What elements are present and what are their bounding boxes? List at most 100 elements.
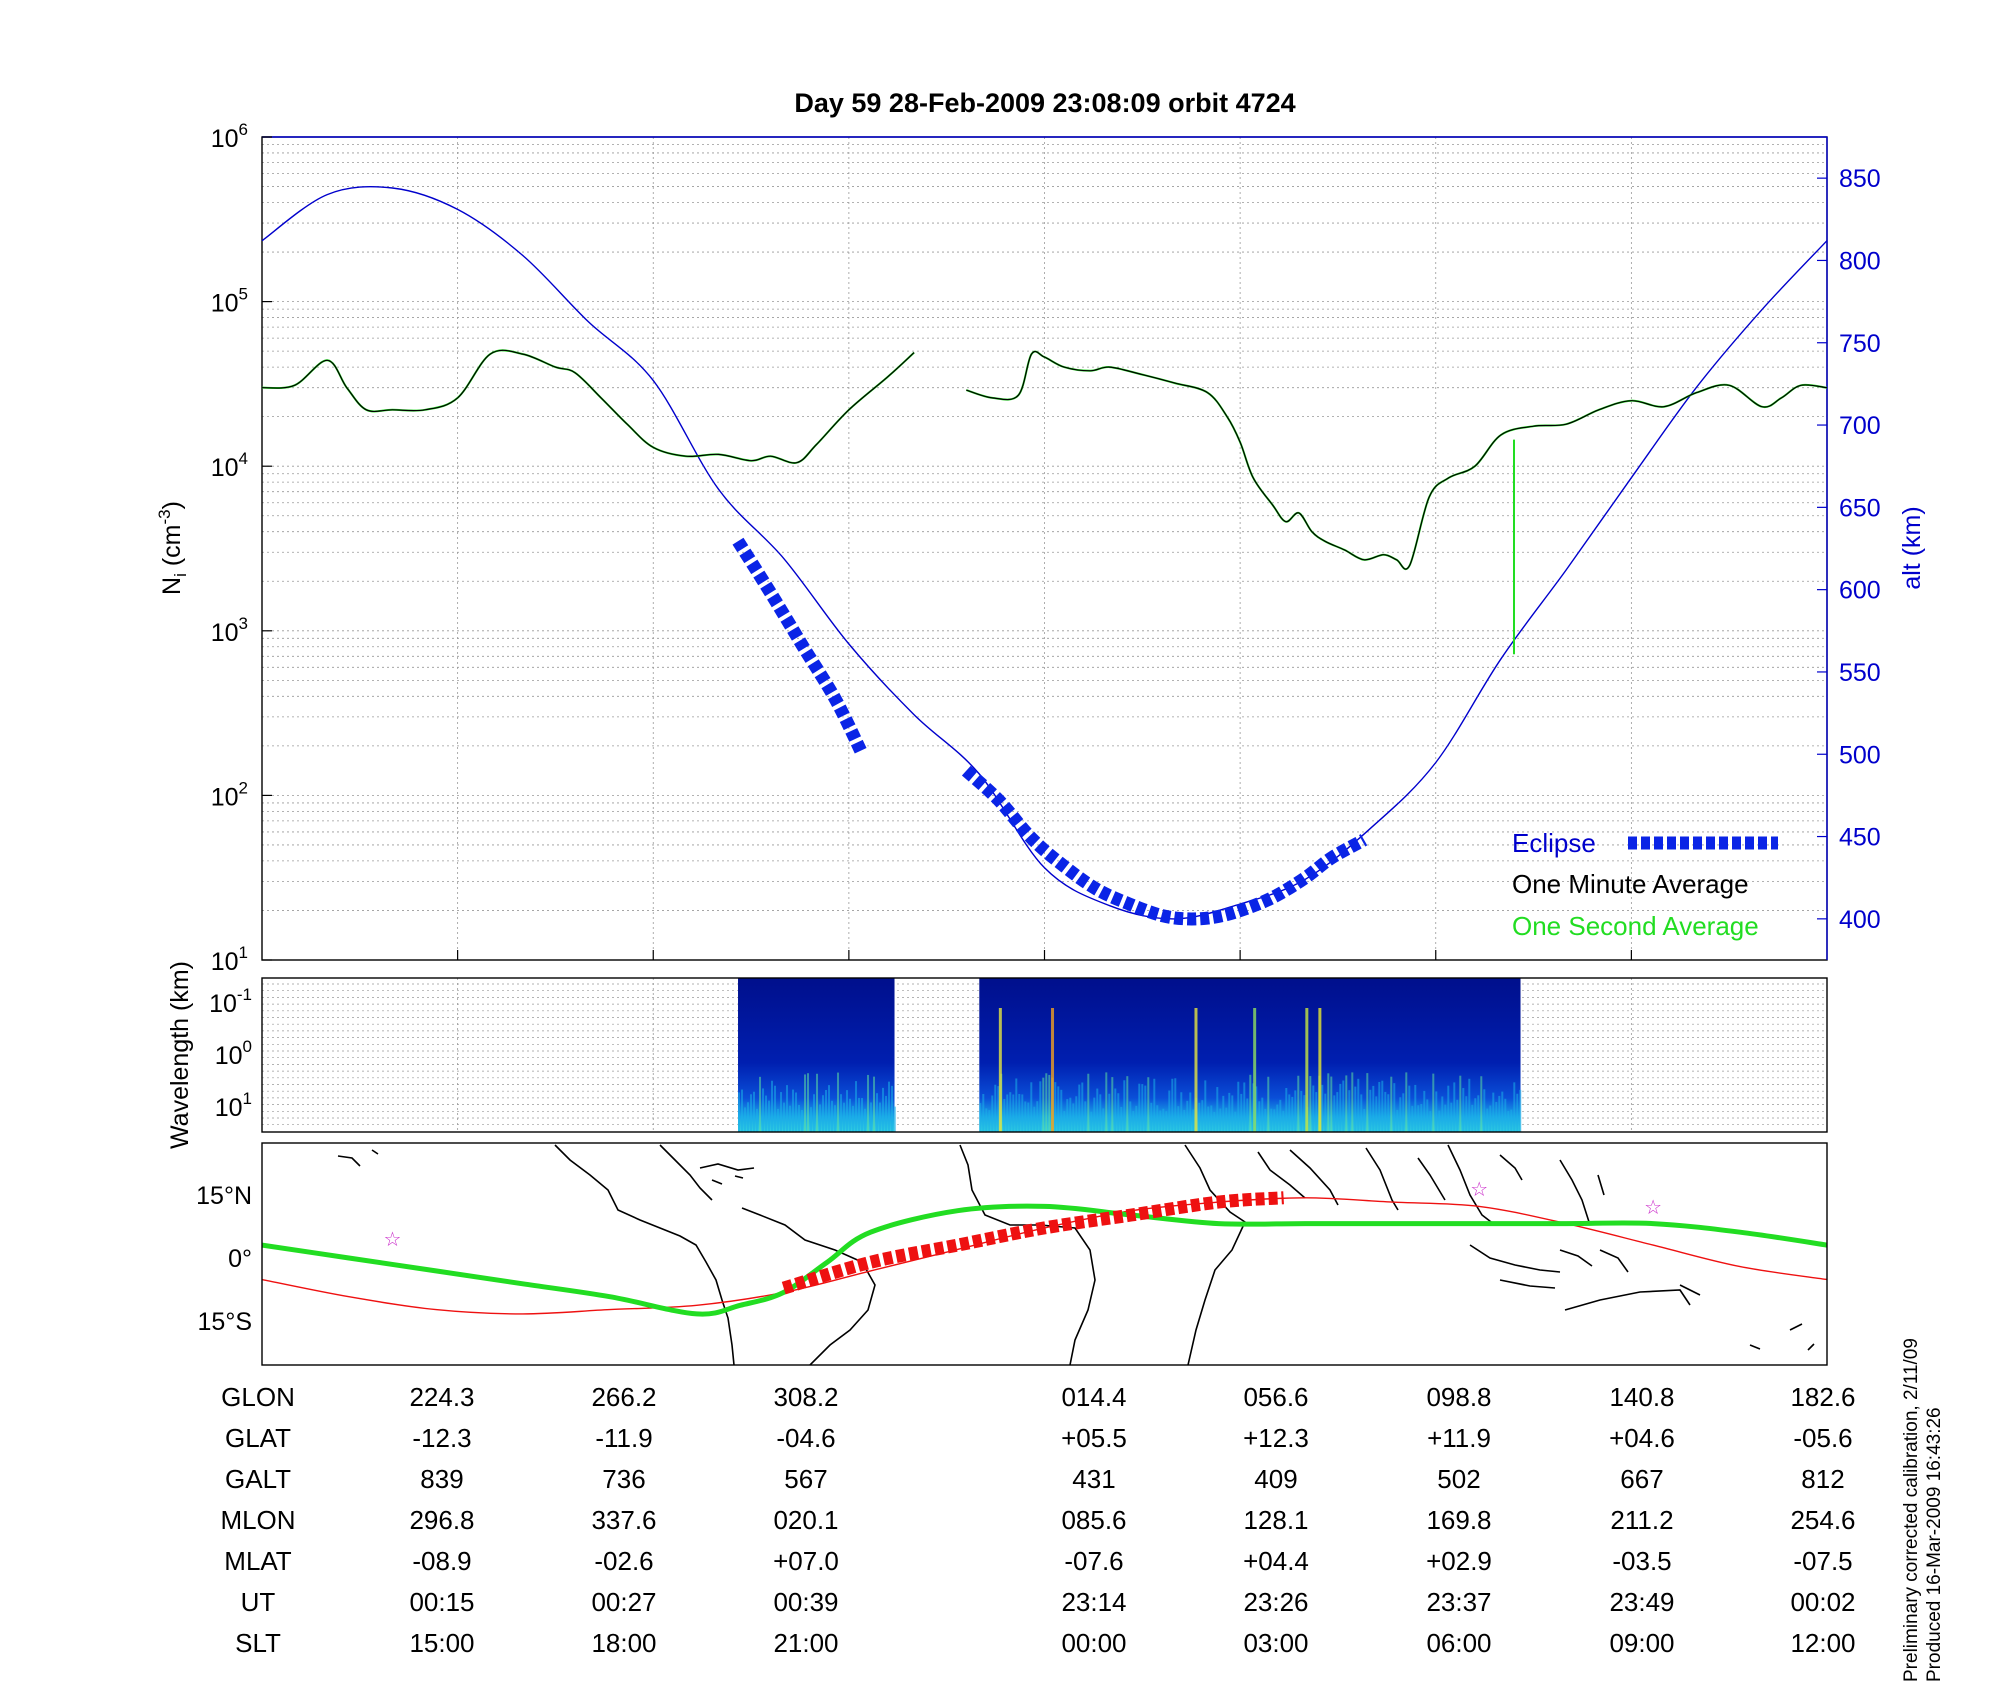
- coastlines: [337, 1144, 1815, 1365]
- table-cell: 839: [420, 1464, 463, 1494]
- alt-tick-label: 850: [1839, 165, 1881, 193]
- spectrogram-hot-streak: [1318, 1008, 1322, 1132]
- table-cell: 12:00: [1790, 1628, 1855, 1658]
- spectrogram-streak: [1045, 1073, 1048, 1132]
- coast-americas-west: [554, 1144, 735, 1365]
- spectrogram-streak: [1186, 1100, 1189, 1132]
- spectrogram-streak: [1078, 1084, 1081, 1132]
- spectrogram-streak: [1504, 1098, 1507, 1132]
- spectrogram-streak: [1327, 1073, 1330, 1132]
- spectrogram-streak: [1405, 1072, 1408, 1132]
- spectrogram-streak: [1174, 1078, 1177, 1132]
- spectrogram-streak: [753, 1091, 756, 1132]
- spectrogram-streak: [1153, 1078, 1156, 1132]
- spectrogram-streak: [828, 1085, 831, 1132]
- spectrogram-streak: [1429, 1111, 1432, 1132]
- spectrogram-streak: [798, 1104, 801, 1132]
- spectrogram-streak: [864, 1108, 867, 1132]
- spectrogram-streak: [873, 1076, 876, 1132]
- table-row-label: GLAT: [225, 1423, 291, 1453]
- spectrogram-streak: [771, 1080, 774, 1132]
- spectrogram-streak: [1027, 1102, 1030, 1132]
- spectrogram-streak: [1411, 1105, 1414, 1132]
- spectrogram-streak: [1132, 1111, 1135, 1132]
- table-row-label: GALT: [225, 1464, 291, 1494]
- spectrogram-streak: [1120, 1106, 1123, 1132]
- star-marker: ☆: [1644, 1195, 1662, 1219]
- spectrogram-streak: [1069, 1097, 1072, 1132]
- map-tick-label: 15°N: [196, 1182, 252, 1210]
- spectrogram-streak: [840, 1094, 843, 1132]
- spectrogram-streak: [1249, 1074, 1252, 1132]
- table-cell: 431: [1072, 1464, 1115, 1494]
- spectrogram-streak: [1228, 1092, 1231, 1132]
- spectrogram-streak: [765, 1095, 768, 1132]
- table-cell: 020.1: [773, 1505, 838, 1535]
- spectrogram-streak: [1054, 1082, 1057, 1132]
- alt-tick-label: 450: [1839, 824, 1881, 852]
- alt-tick-label: 700: [1839, 412, 1881, 440]
- table-cell: 736: [602, 1464, 645, 1494]
- spectrogram-streak: [982, 1093, 985, 1132]
- spectrogram-streak: [819, 1104, 822, 1132]
- spectrogram-streak: [1294, 1090, 1297, 1132]
- spec-tick-label: 100: [215, 1037, 252, 1070]
- table-cell: 23:14: [1061, 1587, 1126, 1617]
- spectrogram-streak: [1354, 1086, 1357, 1132]
- spectrogram-streak: [843, 1102, 846, 1132]
- spectrogram-streak: [1285, 1087, 1288, 1132]
- spectrogram-blocks: [738, 978, 1522, 1132]
- spectrogram-streak: [792, 1089, 795, 1132]
- spectrogram-streak: [1300, 1090, 1303, 1132]
- spectrogram-streak: [858, 1097, 861, 1132]
- coast-australia-new-guinea: [1564, 1284, 1701, 1311]
- spectrogram-streak: [1177, 1106, 1180, 1132]
- table-cell: -12.3: [412, 1423, 471, 1453]
- spectrogram-streak: [1345, 1075, 1348, 1132]
- spectrogram-streak: [1351, 1072, 1354, 1132]
- spectrogram-streak: [1042, 1077, 1045, 1132]
- spectrogram-streak: [1408, 1085, 1411, 1132]
- spectrogram-streak: [1330, 1076, 1333, 1132]
- spectrogram-streak: [1375, 1096, 1378, 1132]
- map-tick-label: 0°: [228, 1245, 252, 1273]
- table-cell: -07.6: [1064, 1546, 1123, 1576]
- spectrogram-streak: [1006, 1094, 1009, 1132]
- coast-south-america-east: [659, 1144, 876, 1365]
- spectrogram-streak: [979, 1103, 982, 1132]
- figure-title: Day 59 28-Feb-2009 23:08:09 orbit 4724: [794, 88, 1295, 118]
- spectrogram-streak: [1444, 1104, 1447, 1132]
- table-cell: 03:00: [1243, 1628, 1308, 1658]
- spectrogram-streak: [1147, 1077, 1150, 1132]
- eclipse-segment-2: [961, 765, 1368, 926]
- spectrogram-streak: [1369, 1089, 1372, 1132]
- spectrogram-streak: [1243, 1082, 1246, 1132]
- spectrogram-streak: [789, 1105, 792, 1132]
- spectrogram-streak: [1510, 1109, 1513, 1132]
- spectrogram-streak: [1516, 1093, 1519, 1132]
- spectrogram-streak: [1357, 1078, 1360, 1132]
- spectrogram-streak: [1255, 1086, 1258, 1132]
- spectrogram-streak: [1207, 1106, 1210, 1132]
- spectrogram-streak: [1180, 1092, 1183, 1132]
- spectrogram-streak: [822, 1095, 825, 1132]
- table-cell: -05.6: [1793, 1423, 1852, 1453]
- spectrogram-streak: [1486, 1108, 1489, 1132]
- y-tick-label: 103: [211, 614, 248, 647]
- spectrogram-streak: [1483, 1089, 1486, 1132]
- one-second-line: [965, 350, 1828, 571]
- spectrogram-streak: [1048, 1074, 1051, 1132]
- table-cell: 06:00: [1426, 1628, 1491, 1658]
- one-minute-line: [966, 350, 1828, 570]
- spectrogram-streak: [1267, 1076, 1270, 1132]
- spectrogram-streak: [1021, 1094, 1024, 1132]
- spectrogram-streak: [831, 1100, 834, 1132]
- spectrogram-streak: [1234, 1111, 1237, 1132]
- spectrogram-streak: [885, 1095, 888, 1132]
- spectrogram-streak: [1489, 1105, 1492, 1132]
- spectrogram-streak: [876, 1093, 879, 1132]
- spectrogram-streak: [1495, 1101, 1498, 1132]
- alt-tick-label: 800: [1839, 247, 1881, 275]
- table-cell: +12.3: [1243, 1423, 1309, 1453]
